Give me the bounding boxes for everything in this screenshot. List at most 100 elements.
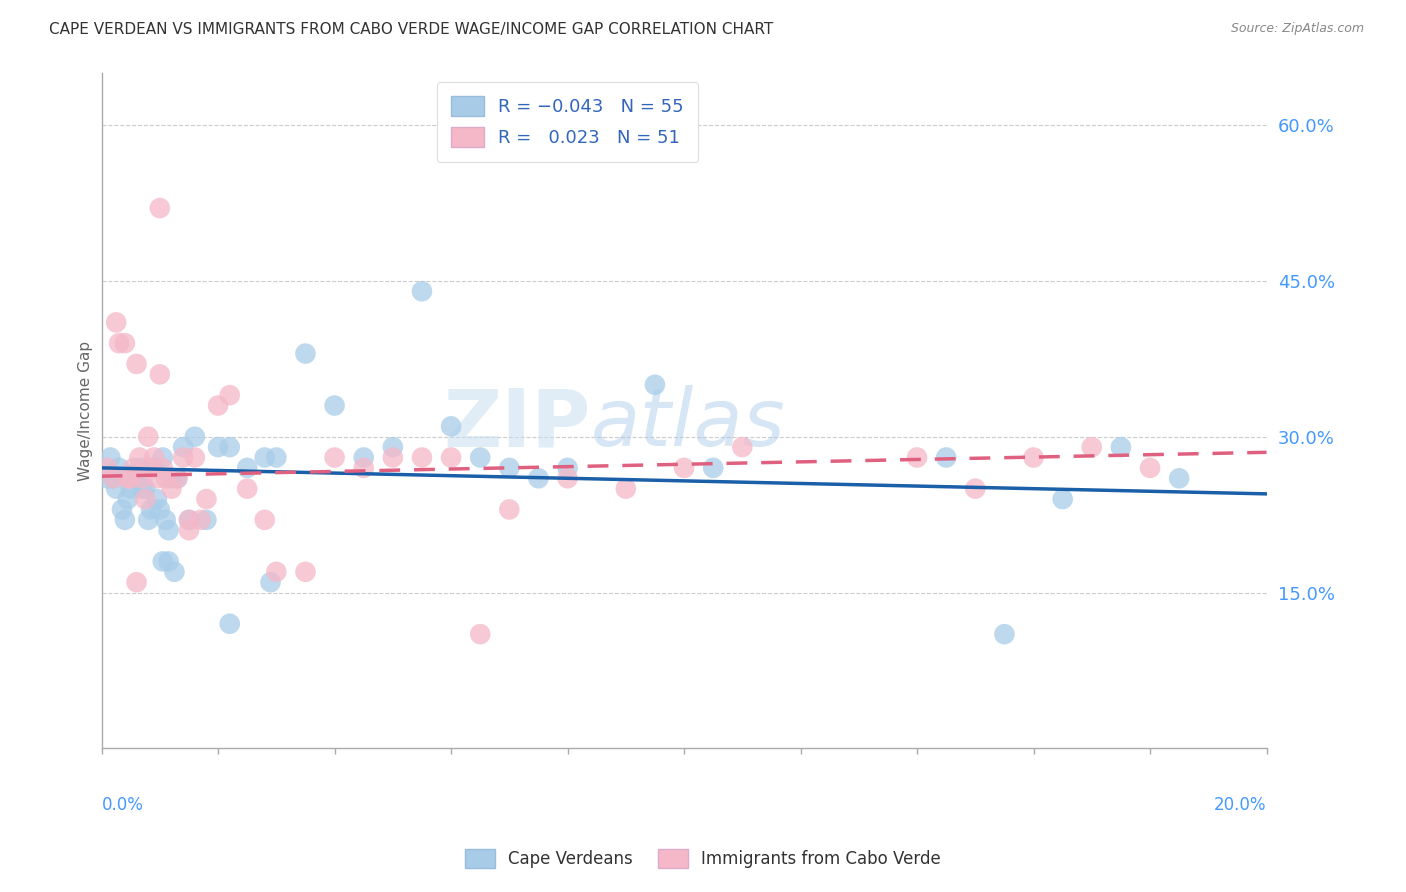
Point [323, 399, 346, 413]
Point [184, 450, 207, 465]
Point [146, 491, 169, 506]
Point [157, 554, 180, 568]
Point [218, 616, 240, 631]
Point [905, 450, 928, 465]
Point [527, 471, 550, 485]
Point [190, 513, 212, 527]
Point [614, 482, 637, 496]
Point [1081, 440, 1104, 454]
Point [166, 471, 188, 485]
Point [993, 627, 1015, 641]
Point [207, 399, 229, 413]
Point [108, 461, 131, 475]
Point [1109, 440, 1132, 454]
Point [149, 502, 172, 516]
Point [294, 565, 316, 579]
Point [644, 377, 666, 392]
Point [172, 440, 194, 454]
Point [139, 502, 162, 516]
Point [149, 201, 172, 215]
Point [155, 513, 177, 527]
Point [122, 461, 145, 475]
Point [266, 565, 288, 579]
Text: CAPE VERDEAN VS IMMIGRANTS FROM CABO VERDE WAGE/INCOME GAP CORRELATION CHART: CAPE VERDEAN VS IMMIGRANTS FROM CABO VER… [49, 22, 773, 37]
Text: 0.0%: 0.0% [101, 796, 143, 814]
Point [935, 450, 957, 465]
Text: Source: ZipAtlas.com: Source: ZipAtlas.com [1230, 22, 1364, 36]
Point [557, 461, 579, 475]
Point [146, 471, 169, 485]
Point [114, 513, 136, 527]
Point [470, 627, 492, 641]
Point [353, 450, 375, 465]
Point [117, 491, 139, 506]
Point [236, 482, 259, 496]
Point [125, 357, 148, 371]
Point [253, 513, 276, 527]
Text: ZIP: ZIP [444, 385, 591, 463]
Point [163, 565, 186, 579]
Point [157, 523, 180, 537]
Point [177, 513, 200, 527]
Point [218, 440, 240, 454]
Point [98, 450, 121, 465]
Y-axis label: Wage/Income Gap: Wage/Income Gap [79, 341, 93, 481]
Point [1052, 491, 1074, 506]
Point [470, 450, 492, 465]
Point [152, 450, 174, 465]
Point [195, 491, 218, 506]
Point [122, 471, 145, 485]
Text: atlas: atlas [591, 385, 786, 463]
Point [498, 502, 520, 516]
Point [381, 440, 404, 454]
Point [184, 430, 207, 444]
Point [731, 440, 754, 454]
Point [152, 554, 174, 568]
Point [207, 440, 229, 454]
Point [105, 315, 128, 329]
Point [149, 368, 172, 382]
Point [965, 482, 987, 496]
Point [253, 450, 276, 465]
Point [381, 450, 404, 465]
Point [103, 471, 125, 485]
Point [172, 450, 194, 465]
Point [131, 482, 153, 496]
Point [128, 450, 150, 465]
Point [411, 284, 433, 298]
Point [96, 471, 118, 485]
Point [103, 471, 125, 485]
Point [557, 471, 579, 485]
Point [498, 461, 520, 475]
Point [134, 482, 156, 496]
Point [266, 450, 288, 465]
Point [128, 461, 150, 475]
Point [134, 491, 156, 506]
Point [236, 461, 259, 475]
Point [143, 450, 166, 465]
Point [105, 482, 128, 496]
Point [166, 471, 188, 485]
Point [139, 461, 162, 475]
Point [136, 513, 159, 527]
Point [323, 450, 346, 465]
Legend: Cape Verdeans, Immigrants from Cabo Verde: Cape Verdeans, Immigrants from Cabo Verd… [458, 843, 948, 875]
Point [160, 471, 183, 485]
Point [131, 471, 153, 485]
Point [120, 482, 142, 496]
Point [259, 575, 281, 590]
Point [108, 336, 131, 351]
Point [177, 513, 200, 527]
Point [440, 450, 463, 465]
Point [673, 461, 696, 475]
Point [218, 388, 240, 402]
Point [125, 575, 148, 590]
Point [440, 419, 463, 434]
Point [1022, 450, 1045, 465]
Point [195, 513, 218, 527]
Point [96, 461, 118, 475]
Legend: R = −0.043   N = 55, R =   0.023   N = 51: R = −0.043 N = 55, R = 0.023 N = 51 [437, 82, 699, 161]
Point [702, 461, 724, 475]
Point [411, 450, 433, 465]
Point [152, 461, 174, 475]
